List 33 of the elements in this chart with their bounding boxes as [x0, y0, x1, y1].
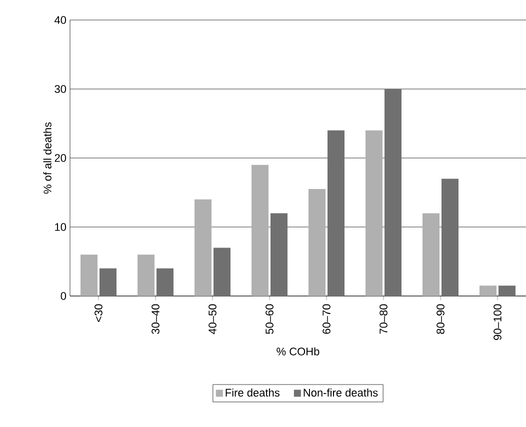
y-axis-title: % of all deaths: [43, 122, 52, 194]
x-tick-label: 70–80: [380, 304, 388, 334]
bar: [422, 213, 440, 296]
bar: [80, 254, 98, 296]
x-tick-label: 60–70: [322, 304, 330, 334]
legend-label: Non-fire deaths: [304, 388, 378, 397]
bar: [138, 254, 155, 296]
bar: [194, 199, 212, 296]
bar: [442, 178, 459, 296]
x-tick-label: 80–90: [436, 304, 444, 334]
y-tick-label: 20: [54, 154, 66, 162]
legend-label: Fire deaths: [226, 388, 280, 397]
bar: [366, 130, 383, 296]
y-tick-label: 30: [54, 85, 66, 93]
bar: [498, 286, 516, 296]
x-tick-label: 50–60: [266, 304, 274, 334]
x-tick-label: 40–50: [208, 304, 216, 334]
bar: [252, 164, 269, 296]
bar: [156, 268, 174, 296]
y-tick-label: 40: [54, 16, 66, 24]
bar: [328, 130, 345, 296]
bar: [480, 286, 497, 296]
x-tick-label: 30–40: [152, 304, 160, 334]
bar: [270, 213, 288, 296]
x-tick-label: 90–100: [494, 304, 502, 340]
bar: [214, 248, 230, 296]
y-tick-label: 0: [60, 292, 66, 300]
x-axis-title: % COHb: [276, 347, 320, 356]
y-tick-label: 10: [55, 223, 66, 231]
bar: [308, 189, 326, 296]
x-tick-label: <30: [94, 304, 102, 322]
bar: [99, 268, 116, 296]
bar: [384, 89, 402, 296]
